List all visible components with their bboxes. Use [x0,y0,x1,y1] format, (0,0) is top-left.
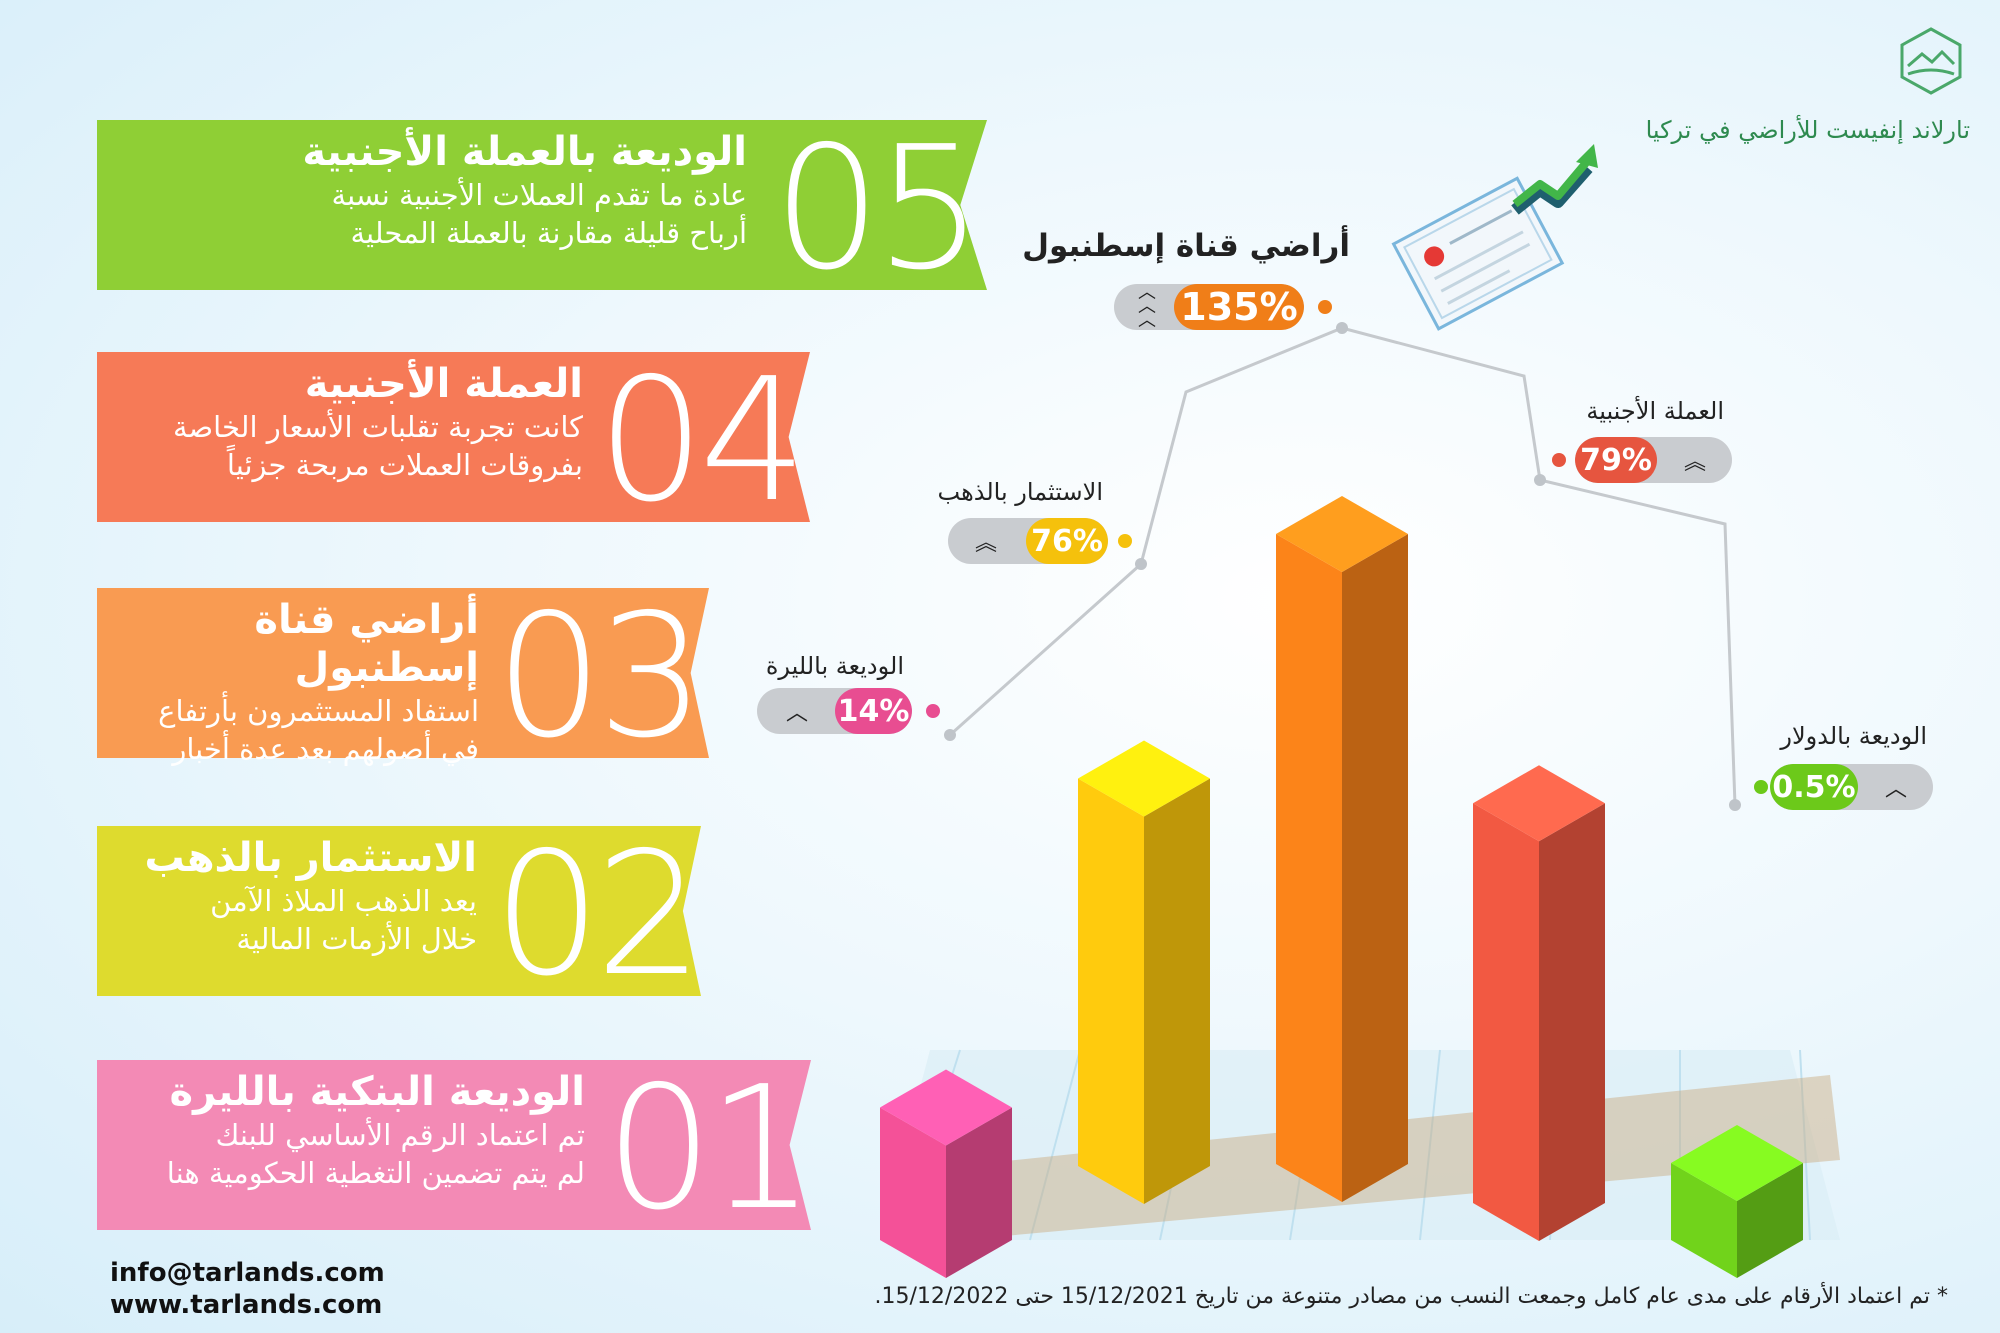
floor-grid-line [1419,1049,1441,1241]
step-title: العملة الأجنبية [304,361,583,407]
step-band-02 [97,826,701,996]
double-chevron-up-icon: ︽ [974,531,997,556]
step-band-04 [97,352,810,522]
category-label: العملة الأجنبية [1586,397,1724,425]
connector-node [1534,474,1546,486]
step-title: الاستثمار بالذهب [144,835,477,881]
bar-front-face [880,1107,946,1278]
step-desc-line1: يعد الذهب الملاذ الآمن [210,884,477,918]
bar-top-face [1276,496,1408,572]
bar-top-face [1671,1124,1803,1201]
triple-chevron-up-icon: ︿ ︿ ︿ [1138,284,1156,330]
value-pill: 79% ︽ [1575,437,1732,483]
connector-node [1729,799,1741,811]
step-band-05 [97,120,987,290]
bar-front-face [1276,534,1342,1202]
step-desc-line2: بفروقات العملات مربحة جزئياً [226,448,583,482]
category-label: الوديعة بالدولار [1780,722,1927,750]
brand-logo [1896,26,1966,96]
certificate-growth-icon [1391,144,1598,331]
bar-side-face [1539,803,1605,1241]
step-number: 05 [773,110,983,308]
bar-front-face [1671,1162,1737,1278]
bar-top-face [1078,740,1210,817]
connector-line [948,326,1737,806]
bar-top-face [880,1069,1012,1146]
floor-grid-line [1799,1049,1811,1241]
brand-name: تارلاند إنفيست للأراضي في تركيا [1645,116,1970,144]
value-label: 14% [835,688,912,734]
chevron-up-icon: ︿ [785,701,808,726]
bar-side-face [1737,1162,1803,1278]
step-desc-line2: خلال الأزمات المالية [236,922,477,956]
value-pill: ︿ 14% [757,688,912,734]
step-band-01 [97,1060,811,1230]
step-number: 04 [597,342,807,540]
category-label: الوديعة بالليرة [765,652,904,680]
connector-node [1336,322,1348,334]
bar-side-face [1342,534,1408,1202]
footnote: * تم اعتماد الأرقام على مدى عام كامل وجم… [874,1284,1948,1309]
step-number: 03 [495,578,705,776]
bar-side-face [1144,778,1210,1204]
mountain-logo-icon [1900,27,1962,95]
step-desc-line2: أرباح قليلة مقارنة بالعملة المحلية [350,216,747,250]
connector-node [944,729,956,741]
bar-side-face [946,1107,1012,1278]
marker-dot [1754,780,1768,794]
step-band-03 [97,588,709,758]
marker-dot [1552,453,1566,467]
value-label: 76% [1026,518,1108,564]
chevron-up-icon: ︿ [1884,777,1907,802]
step-desc-line2: في أصولهم بعد عدة أخبار [172,732,479,766]
step-number: 02 [493,816,703,1014]
step-desc-line1: تم اعتماد الرقم الأساسي للبنك [215,1118,585,1152]
bar-top-face [1473,765,1605,842]
value-label: 135% [1174,284,1304,330]
value-label: 0.5% [1770,764,1858,810]
step-desc-line2: لم يتم تضمين التغطية الحكومية هنا [166,1156,585,1190]
bar-front-face [1473,803,1539,1241]
value-pill: 0.5% ︿ [1770,764,1933,810]
contact-website[interactable]: www.tarlands.com [110,1290,383,1320]
bar-front-face [1078,778,1144,1204]
step-title: أراضي قناة إسطنبول [254,597,479,691]
step-title: الوديعة البنكية بالليرة [169,1069,586,1115]
step-desc-line1: استفاد المستثمرون بأرتفاع [158,694,479,728]
step-desc-line1: عادة ما تقدم العملات الأجنبية نسبة [331,178,747,212]
connector-node [1135,558,1147,570]
step-title: الوديعة بالعملة الأجنبية [302,129,747,175]
step-desc-line1: كانت تجربة تقلبات الأسعار الخاصة [172,410,583,444]
floor-grid-line [1029,1049,1081,1241]
marker-dot [1118,534,1132,548]
value-pill: ︿ ︿ ︿ 135% [1114,284,1304,330]
marker-dot [1318,300,1332,314]
contact-email[interactable]: info@tarlands.com [110,1258,385,1288]
marker-dot [926,704,940,718]
step-number: 01 [605,1050,815,1248]
category-label: الاستثمار بالذهب [937,478,1103,506]
category-label: أراضي قناة إسطنبول [1022,228,1350,264]
value-pill: ︽ 76% [948,518,1108,564]
value-label: 79% [1575,437,1657,483]
double-chevron-up-icon: ︽ [1683,450,1706,475]
